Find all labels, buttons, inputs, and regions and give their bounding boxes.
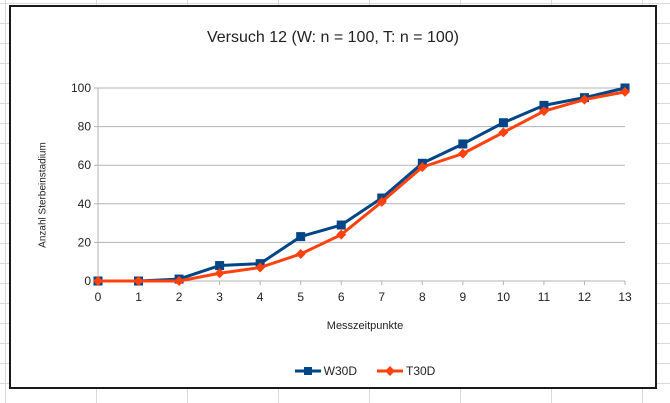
x-tick-label: 3: [216, 290, 223, 304]
data-point-t30d: [336, 229, 347, 240]
x-tick-label: 1: [135, 290, 142, 304]
data-point-t30d: [457, 148, 468, 159]
x-tick-label: 5: [297, 290, 304, 304]
data-point-t30d: [214, 268, 225, 279]
data-point-w30d: [336, 220, 346, 230]
data-point-w30d: [539, 100, 549, 110]
data-point-w30d: [215, 261, 225, 271]
data-point-w30d: [498, 118, 508, 128]
y-tick-label: 20: [78, 235, 92, 249]
y-tick-label: 100: [71, 81, 91, 95]
x-tick-label: 0: [95, 290, 102, 304]
legend-marker-t30d: [385, 366, 395, 376]
x-tick-label: 7: [378, 290, 385, 304]
y-tick-label: 80: [78, 120, 92, 134]
x-tick-label: 12: [578, 290, 592, 304]
x-tick-label: 11: [538, 290, 551, 304]
series-line-t30d: [98, 90, 626, 283]
x-tick-label: 4: [257, 290, 264, 304]
x-tick-label: 10: [497, 290, 511, 304]
data-point-t30d: [295, 248, 306, 259]
legend-item-t30d: T30D: [377, 364, 435, 378]
data-point-t30d: [620, 86, 630, 97]
x-tick-label: 13: [618, 290, 632, 304]
x-tick-label: 9: [460, 290, 467, 304]
legend: W30D T30D: [250, 362, 480, 380]
legend-marker-w30d: [303, 367, 312, 375]
data-point-t30d: [579, 94, 590, 105]
data-point-w30d: [458, 139, 468, 149]
y-tick-label: 60: [78, 158, 92, 172]
chart-frame[interactable]: [9, 5, 657, 389]
data-point-t30d: [376, 196, 387, 207]
data-point-t30d: [93, 276, 103, 286]
legend-label-t30d: T30D: [406, 364, 436, 378]
data-point-t30d: [133, 276, 144, 286]
legend-swatch-t30d: [377, 366, 403, 376]
y-tick-label: 0: [84, 274, 91, 288]
data-point-w30d: [296, 232, 306, 242]
legend-label-w30d: W30D: [323, 364, 357, 378]
data-point-t30d: [538, 106, 549, 117]
data-point-t30d: [498, 127, 509, 138]
x-tick-label: 2: [176, 290, 183, 304]
data-point-t30d: [174, 276, 185, 286]
legend-swatch-w30d: [294, 367, 321, 375]
y-tick-label: 40: [78, 197, 92, 211]
y-axis-label: Anzahl Sterbeinstadium: [37, 142, 49, 248]
legend-item-w30d: W30D: [294, 364, 357, 378]
series-line-w30d: [98, 86, 626, 283]
data-point-t30d: [255, 262, 266, 273]
chart-title: Versuch 12 (W: n = 100, T: n = 100): [206, 29, 459, 46]
x-tick-label: 8: [419, 290, 426, 304]
x-tick-label: 6: [338, 290, 345, 304]
x-axis-label: Messzeitpunkte: [326, 320, 404, 332]
data-point-t30d: [417, 162, 428, 173]
